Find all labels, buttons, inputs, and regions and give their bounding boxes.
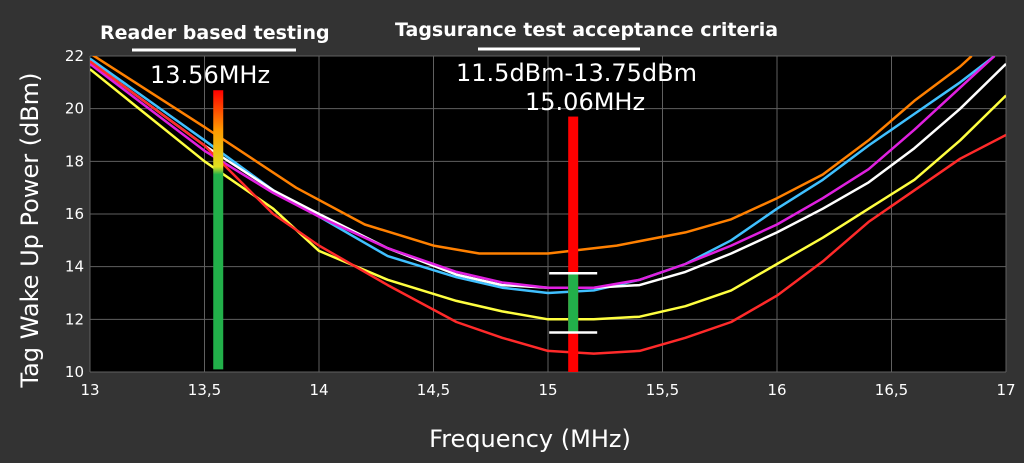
criteria-frequency-bar <box>568 116 579 372</box>
series-line <box>91 56 973 255</box>
y-tick-label: 14 <box>65 258 84 276</box>
y-tick-label: 22 <box>65 47 84 65</box>
x-tick-label: 17 <box>996 381 1015 399</box>
left-frequency-label: 13.56MHz <box>150 61 270 89</box>
criteria-acceptance-band <box>568 273 579 333</box>
series-line <box>90 60 1006 355</box>
y-tick-label: 20 <box>65 100 84 118</box>
x-tick-label: 15 <box>538 381 557 399</box>
x-tick-label: 14 <box>309 381 328 399</box>
y-tick-label: 12 <box>65 310 84 328</box>
reader-frequency-bar <box>213 90 224 370</box>
data-series <box>90 56 1006 355</box>
tick-labels: 13 13,5 14 14,5 15 15,5 16 16,5 17 10 12 14 16 18 20 22 <box>65 47 1016 399</box>
x-axis-title: Frequency (MHz) <box>429 425 631 453</box>
reader-testing-heading: Reader based testing <box>100 22 330 44</box>
acceptance-criteria-heading: Tagsurance test acceptance criteria <box>395 19 778 41</box>
x-tick-label: 16,5 <box>875 381 908 399</box>
y-tick-label: 16 <box>65 205 84 223</box>
y-tick-label: 18 <box>65 152 84 170</box>
x-tick-label: 16 <box>767 381 786 399</box>
series-line <box>90 68 1006 321</box>
y-axis-title: Tag Wake Up Power (dBm) <box>16 72 44 388</box>
x-tick-label: 14,5 <box>417 381 450 399</box>
y-tick-label: 10 <box>65 363 84 381</box>
right-frequency-label: 15.06MHz <box>525 88 645 116</box>
series-line <box>90 60 1006 289</box>
x-tick-label: 13,5 <box>188 381 221 399</box>
acceptance-range-label: 11.5dBm-13.75dBm <box>456 59 697 87</box>
x-tick-label: 13 <box>80 381 99 399</box>
series-line <box>90 56 996 289</box>
frequency-markers <box>213 90 598 372</box>
x-tick-label: 15,5 <box>646 381 679 399</box>
